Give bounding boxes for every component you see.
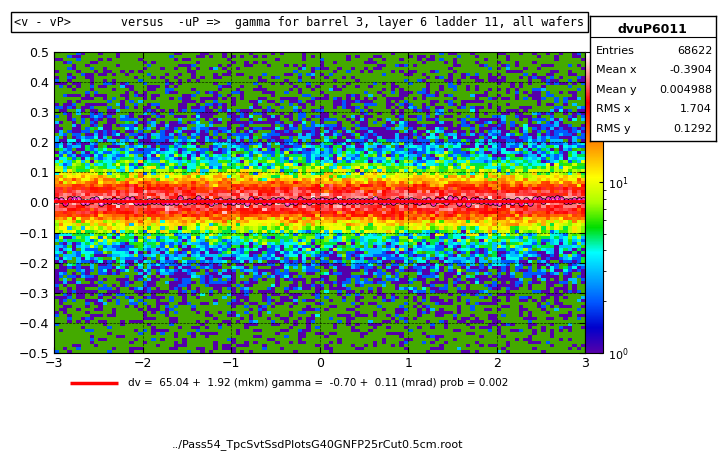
Text: RMS y: RMS y [596, 124, 631, 133]
Text: ../Pass54_TpcSvtSsdPlotsG40GNFP25rCut0.5cm.root: ../Pass54_TpcSvtSsdPlotsG40GNFP25rCut0.5… [172, 440, 463, 450]
Text: dvuP6011: dvuP6011 [618, 23, 688, 36]
Text: 1.704: 1.704 [681, 104, 712, 114]
Text: <v - vP>       versus  -uP =>  gamma for barrel 3, layer 6 ladder 11, all wafers: <v - vP> versus -uP => gamma for barrel … [14, 16, 585, 29]
Text: 0.004988: 0.004988 [659, 85, 712, 95]
Text: Mean x: Mean x [596, 66, 637, 76]
Text: dv =  65.04 +  1.92 (mkm) gamma =  -0.70 +  0.11 (mrad) prob = 0.002: dv = 65.04 + 1.92 (mkm) gamma = -0.70 + … [128, 379, 509, 388]
Text: RMS x: RMS x [596, 104, 631, 114]
Text: -0.3904: -0.3904 [669, 66, 712, 76]
Text: Entries: Entries [596, 46, 635, 56]
Text: 68622: 68622 [677, 46, 712, 56]
Text: Mean y: Mean y [596, 85, 637, 95]
Text: 0.1292: 0.1292 [673, 124, 712, 133]
